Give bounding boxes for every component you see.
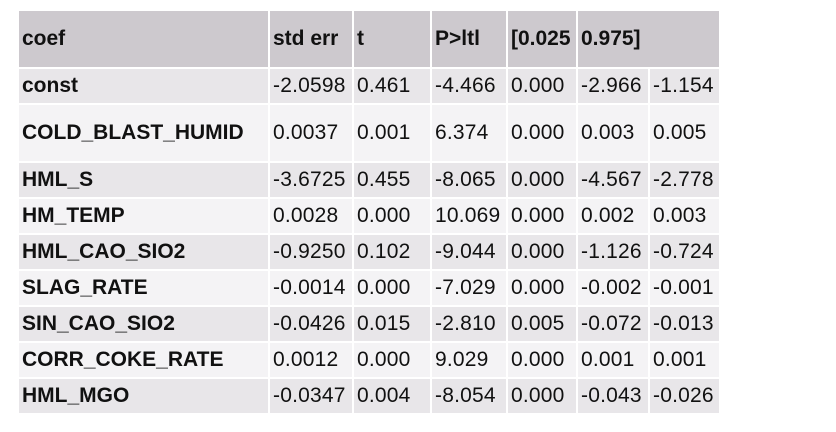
cell-ci-upper: 0.003: [647, 197, 722, 235]
table-header-row: coef std err t P>ltl [0.025 0.975]: [17, 9, 722, 69]
cell-p-value: 0.000: [506, 197, 578, 235]
cell-ci-lower: -2.966: [576, 67, 650, 105]
cell-std-err: 0.102: [352, 233, 432, 271]
cell-ci-upper: 0.005: [647, 103, 722, 163]
row-label: HML_MGO: [17, 377, 270, 415]
row-label: SIN_CAO_SIO2: [17, 305, 270, 343]
cell-p-value: 0.000: [506, 103, 578, 163]
header-coef: coef: [17, 9, 270, 69]
cell-ci-upper: -0.724: [647, 233, 722, 271]
cell-ci-upper: -2.778: [647, 161, 722, 199]
table-row: COLD_BLAST_HUMID 0.0037 0.001 6.374 0.00…: [17, 103, 722, 163]
cell-ci-lower: -4.567: [576, 161, 650, 199]
cell-std-coef: -3.6725: [268, 161, 354, 199]
header-t: t: [352, 9, 432, 69]
cell-std-coef: 0.0012: [268, 341, 354, 379]
table-row: SLAG_RATE -0.0014 0.000 -7.029 0.000 -0.…: [17, 269, 722, 307]
cell-std-err: 0.001: [352, 103, 432, 163]
cell-ci-lower: -0.072: [576, 305, 650, 343]
cell-p-value: 0.000: [506, 67, 578, 105]
row-label: HML_CAO_SIO2: [17, 233, 270, 271]
cell-t: 6.374: [430, 103, 508, 163]
regression-coefficients-table: coef std err t P>ltl [0.025 0.975] const…: [17, 9, 722, 415]
cell-t: -2.810: [430, 305, 508, 343]
header-p-value: P>ltl: [430, 9, 508, 69]
cell-t: -4.466: [430, 67, 508, 105]
cell-p-value: 0.000: [506, 233, 578, 271]
cell-t: -7.029: [430, 269, 508, 307]
cell-p-value: 0.000: [506, 269, 578, 307]
cell-std-coef: -2.0598: [268, 67, 354, 105]
cell-std-err: 0.455: [352, 161, 432, 199]
table-row: HML_S -3.6725 0.455 -8.065 0.000 -4.567 …: [17, 161, 722, 199]
cell-ci-lower: 0.001: [576, 341, 650, 379]
cell-ci-lower: 0.003: [576, 103, 650, 163]
cell-t: 9.029: [430, 341, 508, 379]
cell-t: -8.065: [430, 161, 508, 199]
cell-std-coef: 0.0028: [268, 197, 354, 235]
table-row: HML_MGO -0.0347 0.004 -8.054 0.000 -0.04…: [17, 377, 722, 415]
cell-t: -8.054: [430, 377, 508, 415]
cell-std-err: 0.004: [352, 377, 432, 415]
cell-ci-upper: -1.154: [647, 67, 722, 105]
cell-p-value: 0.000: [506, 377, 578, 415]
table-row: HML_CAO_SIO2 -0.9250 0.102 -9.044 0.000 …: [17, 233, 722, 271]
cell-p-value: 0.000: [506, 161, 578, 199]
row-label: HML_S: [17, 161, 270, 199]
table-row: SIN_CAO_SIO2 -0.0426 0.015 -2.810 0.005 …: [17, 305, 722, 343]
cell-ci-lower: -1.126: [576, 233, 650, 271]
cell-p-value: 0.000: [506, 341, 578, 379]
row-label: SLAG_RATE: [17, 269, 270, 307]
cell-ci-lower: -0.043: [576, 377, 650, 415]
header-std-err: std err: [268, 9, 354, 69]
cell-std-coef: 0.0037: [268, 103, 354, 163]
header-ci-lower: [0.025: [506, 9, 578, 69]
cell-std-err: 0.000: [352, 269, 432, 307]
row-label: const: [17, 67, 270, 105]
cell-p-value: 0.005: [506, 305, 578, 343]
header-ci-upper: 0.975]: [575, 9, 722, 69]
cell-t: -9.044: [430, 233, 508, 271]
row-label: COLD_BLAST_HUMID: [17, 103, 270, 163]
table-row: HM_TEMP 0.0028 0.000 10.069 0.000 0.002 …: [17, 197, 722, 235]
cell-std-err: 0.015: [352, 305, 432, 343]
cell-std-coef: -0.0347: [268, 377, 354, 415]
table-row: CORR_COKE_RATE 0.0012 0.000 9.029 0.000 …: [17, 341, 722, 379]
cell-std-coef: -0.9250: [268, 233, 354, 271]
cell-ci-upper: 0.001: [647, 341, 722, 379]
cell-t: 10.069: [430, 197, 508, 235]
row-label: CORR_COKE_RATE: [17, 341, 270, 379]
cell-std-err: 0.000: [352, 341, 432, 379]
cell-ci-lower: 0.002: [576, 197, 650, 235]
row-label: HM_TEMP: [17, 197, 270, 235]
cell-std-coef: -0.0014: [268, 269, 354, 307]
cell-std-coef: -0.0426: [268, 305, 354, 343]
cell-ci-upper: -0.013: [647, 305, 722, 343]
cell-ci-upper: -0.026: [647, 377, 722, 415]
cell-std-err: 0.461: [352, 67, 432, 105]
cell-ci-upper: -0.001: [647, 269, 722, 307]
cell-std-err: 0.000: [352, 197, 432, 235]
cell-ci-lower: -0.002: [576, 269, 650, 307]
table-row: const -2.0598 0.461 -4.466 0.000 -2.966 …: [17, 67, 722, 105]
